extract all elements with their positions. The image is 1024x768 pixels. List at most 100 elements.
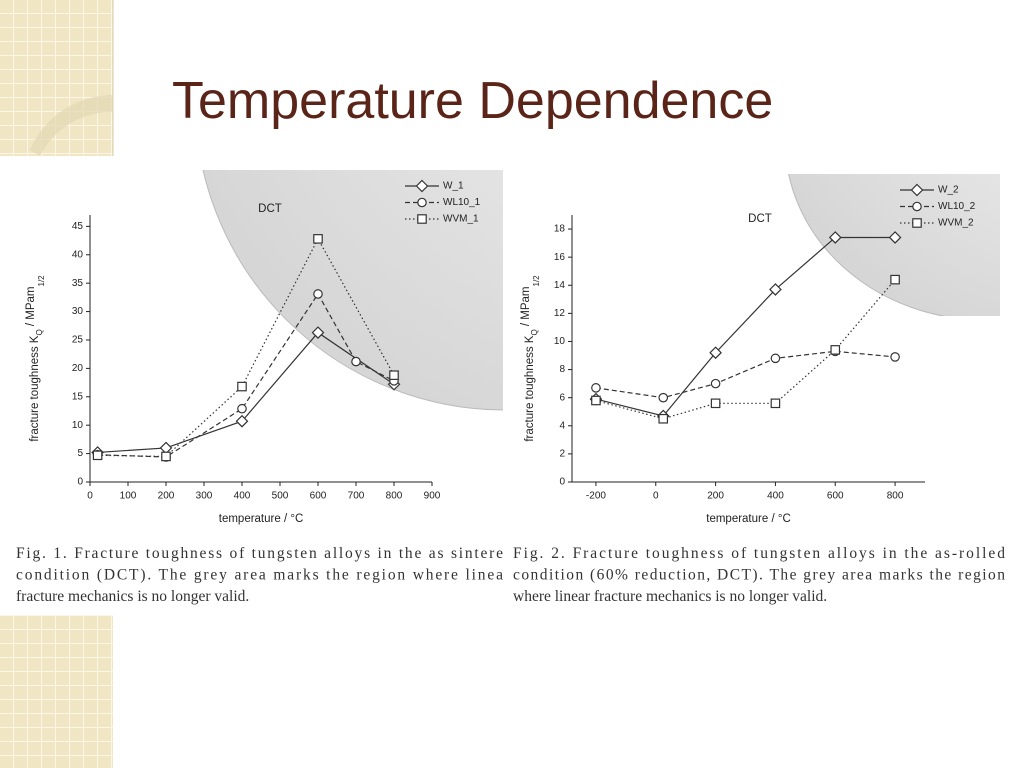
legend-label: W_1 bbox=[443, 181, 464, 192]
legend-marker bbox=[912, 201, 922, 212]
marker bbox=[830, 345, 841, 355]
legend-marker bbox=[417, 214, 427, 224]
caption-line: fracture mechanics is no longer valid. bbox=[16, 588, 249, 605]
y-axis-label-part: fracture toughness K bbox=[524, 335, 536, 441]
y-axis-label: fracture toughness KQ / MPam1/2 bbox=[25, 275, 46, 442]
marker bbox=[769, 283, 782, 296]
y-axis-label-part: 1/2 bbox=[37, 275, 46, 287]
y-axis-label-part: Q bbox=[35, 329, 44, 335]
y-axis-label-part: 1/2 bbox=[532, 275, 541, 287]
dct-region bbox=[202, 170, 503, 411]
y-tick-label: 14 bbox=[554, 280, 566, 291]
y-axis-label-part: / MPam bbox=[520, 286, 532, 329]
caption-line: condition (60% reduction, DCT). The grey… bbox=[513, 567, 1005, 584]
x-tick-label: 400 bbox=[234, 491, 251, 502]
marker bbox=[658, 392, 669, 403]
y-tick-label: 25 bbox=[72, 335, 84, 346]
legend-label: W_2 bbox=[938, 185, 959, 196]
caption-line: condition (DCT). The grey area marks the… bbox=[16, 567, 503, 584]
x-tick-label: 200 bbox=[707, 491, 724, 502]
marker bbox=[237, 381, 247, 392]
x-tick-label: 600 bbox=[827, 491, 844, 502]
y-axis-label: fracture toughness KQ / MPam1/2 bbox=[520, 275, 541, 442]
x-tick-label: 600 bbox=[310, 491, 327, 502]
y-tick-label: 4 bbox=[559, 420, 565, 431]
legend-marker bbox=[415, 179, 429, 193]
y-tick-label: 10 bbox=[72, 420, 84, 431]
y-tick-label: 15 bbox=[72, 391, 84, 402]
y-tick-label: 18 bbox=[554, 224, 566, 235]
legend-marker bbox=[417, 197, 427, 208]
y-tick-label: 20 bbox=[72, 363, 84, 374]
x-tick-label: 400 bbox=[767, 491, 784, 502]
y-tick-label: 45 bbox=[72, 221, 84, 232]
y-tick-label: 35 bbox=[72, 278, 84, 289]
y-tick-label: 16 bbox=[554, 252, 566, 263]
y-tick-label: 6 bbox=[559, 392, 565, 403]
y-tick-label: 10 bbox=[554, 336, 566, 347]
marker bbox=[710, 378, 721, 389]
marker bbox=[235, 414, 249, 428]
marker bbox=[890, 352, 900, 362]
y-tick-label: 5 bbox=[77, 448, 83, 459]
caption-line: Fig. 1. Fracture toughness of tungsten a… bbox=[16, 545, 503, 562]
dct-region bbox=[788, 174, 1000, 316]
marker bbox=[770, 398, 781, 409]
x-tick-label: 900 bbox=[424, 491, 441, 502]
y-tick-label: 0 bbox=[77, 477, 83, 488]
caption-line: where linear fracture mechanics is no lo… bbox=[513, 588, 827, 605]
decoration bbox=[0, 615, 113, 768]
legend-label: WVM_1 bbox=[443, 214, 479, 225]
marker bbox=[828, 231, 842, 244]
marker bbox=[591, 395, 601, 406]
y-tick-label: 2 bbox=[559, 449, 565, 460]
x-tick-label: 300 bbox=[196, 491, 213, 502]
y-tick-label: 12 bbox=[554, 308, 566, 319]
marker bbox=[161, 451, 171, 462]
marker bbox=[710, 398, 721, 409]
x-axis-label: temperature / °C bbox=[706, 513, 791, 525]
annotation: DCT bbox=[258, 203, 282, 215]
x-tick-label: 500 bbox=[272, 491, 289, 502]
y-tick-label: 30 bbox=[72, 306, 84, 317]
x-tick-label: 800 bbox=[887, 491, 904, 502]
marker bbox=[311, 326, 325, 339]
legend-label: WVM_2 bbox=[938, 218, 974, 229]
marker bbox=[591, 383, 601, 393]
slide-title: Temperature Dependence bbox=[172, 72, 773, 130]
y-axis-label-part: Q bbox=[530, 329, 539, 335]
x-tick-label: -200 bbox=[586, 491, 606, 502]
legend-marker bbox=[912, 218, 922, 228]
marker bbox=[890, 274, 900, 285]
caption-line: Fig. 2. Fracture toughness of tungsten a… bbox=[513, 545, 1005, 562]
marker bbox=[888, 231, 902, 244]
x-tick-label: 700 bbox=[348, 491, 365, 502]
y-axis-label-part: / MPam bbox=[25, 286, 37, 329]
series-line bbox=[595, 350, 896, 399]
marker bbox=[770, 353, 781, 364]
x-tick-label: 0 bbox=[653, 491, 659, 502]
series-line bbox=[595, 279, 896, 420]
y-tick-label: 40 bbox=[72, 249, 84, 260]
marker bbox=[389, 370, 399, 380]
marker bbox=[237, 403, 247, 414]
y-tick-label: 8 bbox=[559, 364, 565, 375]
decoration bbox=[30, 94, 113, 156]
series-line bbox=[595, 236, 896, 417]
marker bbox=[313, 234, 323, 244]
legend-label: WL10_1 bbox=[443, 197, 481, 208]
y-axis-label-part: fracture toughness K bbox=[29, 335, 41, 441]
annotation: DCT bbox=[748, 213, 772, 225]
legend-label: WL10_2 bbox=[938, 201, 976, 212]
marker bbox=[658, 413, 669, 424]
x-tick-label: 200 bbox=[158, 491, 175, 502]
marker bbox=[351, 356, 361, 367]
x-tick-label: 800 bbox=[386, 491, 403, 502]
marker bbox=[313, 289, 323, 299]
y-tick-label: 0 bbox=[559, 477, 565, 488]
marker bbox=[709, 346, 722, 360]
marker bbox=[92, 450, 103, 461]
x-tick-label: 100 bbox=[120, 491, 137, 502]
legend-marker bbox=[910, 183, 924, 197]
